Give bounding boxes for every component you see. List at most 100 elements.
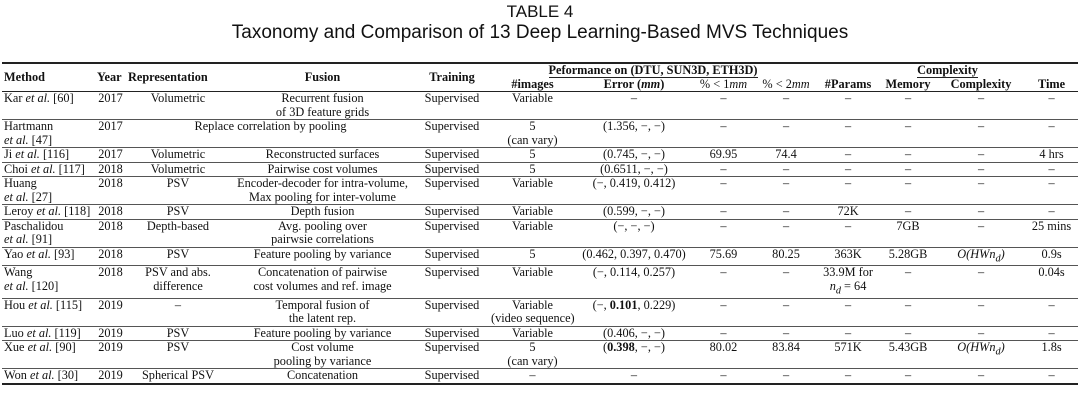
cell-params: –: [817, 298, 880, 327]
cell-lt2: –: [755, 219, 818, 248]
cell-error: (0.406, −, −): [576, 326, 692, 342]
cell-method: Ji et al. [116]: [2, 147, 95, 163]
cell-year: 2019: [95, 326, 126, 342]
cell-params: 363K: [817, 247, 880, 267]
cell-params: 571K: [817, 340, 880, 370]
cell-error: (−, 0.419, 0.412): [576, 176, 692, 205]
header-method: Method: [2, 62, 95, 92]
cell-method: Luo et al. [119]: [2, 326, 95, 342]
cell-lt2: –: [755, 298, 818, 327]
cell-fusion: Replace correlation by pooling: [126, 119, 415, 148]
cell-complexity: –: [937, 368, 1026, 385]
cell-memory: –: [879, 176, 938, 205]
cell-memory: –: [879, 162, 938, 177]
cell-memory: –: [879, 368, 938, 385]
cell-year: 2017: [95, 91, 126, 120]
cell-params: –: [817, 219, 880, 248]
cell-error: (−, 0.114, 0.257): [576, 265, 692, 299]
cell-lt2: –: [755, 176, 818, 205]
cell-memory: –: [879, 91, 938, 120]
cell-error: (0.398, −, −): [576, 340, 692, 370]
cell-images: Variable: [489, 265, 576, 299]
cell-fusion: Depth fusion: [230, 204, 415, 220]
cell-time: 0.04s: [1025, 265, 1079, 299]
cell-complexity: –: [937, 147, 1026, 163]
cell-memory: –: [879, 326, 938, 342]
cell-lt2: 74.4: [755, 147, 818, 163]
cell-fusion: Concatenation: [230, 368, 415, 385]
cell-memory: 5.43GB: [879, 340, 938, 370]
cell-method: Choi et al. [117]: [2, 162, 95, 177]
cell-images: Variable (video sequence): [489, 298, 576, 327]
table-row: Yao et al. [93] 2018 PSV Feature pooling…: [2, 247, 1079, 267]
cell-rep: Volumetric: [126, 162, 230, 177]
cell-images: Variable: [489, 176, 576, 205]
cell-lt2: 83.84: [755, 340, 818, 370]
cell-rep: PSV and abs. difference: [126, 265, 230, 299]
cell-method: Leroy et al. [118]: [2, 204, 95, 220]
cell-fusion: Temporal fusion of the latent rep.: [230, 298, 415, 327]
cell-lt1: 75.69: [692, 247, 755, 267]
cell-lt1: –: [692, 368, 755, 385]
cell-params: –: [817, 326, 880, 342]
cell-lt2: 80.25: [755, 247, 818, 267]
cell-time: –: [1025, 298, 1079, 327]
cell-lt1: –: [692, 326, 755, 342]
cell-memory: –: [879, 119, 938, 148]
cell-time: –: [1025, 368, 1079, 385]
cell-fusion: Feature pooling by variance: [230, 326, 415, 342]
cell-complexity: –: [937, 162, 1026, 177]
cell-training: Supervised: [415, 368, 489, 385]
cell-memory: –: [879, 204, 938, 220]
cell-method: Hou et al. [115]: [2, 298, 95, 327]
cell-training: Supervised: [415, 91, 489, 120]
header-performance-group: Peformance on (DTU, SUN3D, ETH3D): [489, 62, 818, 78]
table-row: Wang et al. [120] 2018 PSV and abs. differ…: [2, 265, 1079, 299]
header-error: Error (mm): [576, 77, 692, 92]
header-row-1: Method Year Representation Fusion Traini…: [2, 62, 1079, 92]
cell-complexity: –: [937, 176, 1026, 205]
cell-images: Variable: [489, 91, 576, 120]
cell-time: 25 mins: [1025, 219, 1079, 248]
cell-method: Won et al. [30]: [2, 368, 95, 385]
table-row: Hou et al. [115] 2019 – Temporal fusion …: [2, 298, 1079, 327]
header-lt1: % < 1mm: [692, 77, 755, 92]
cell-lt2: –: [755, 119, 818, 148]
cell-images: 5: [489, 147, 576, 163]
cell-rep: PSV: [126, 176, 230, 205]
cell-error: (0.745, −, −): [576, 147, 692, 163]
header-images: #images: [489, 77, 576, 92]
cell-method: Hartmann et al. [47]: [2, 119, 95, 148]
cell-year: 2018: [95, 219, 126, 248]
cell-rep: Volumetric: [126, 91, 230, 120]
cell-images: Variable: [489, 204, 576, 220]
cell-time: –: [1025, 326, 1079, 342]
cell-year: 2017: [95, 119, 126, 148]
cell-params: 72K: [817, 204, 880, 220]
cell-params: 33.9M for nd = 64: [817, 265, 880, 299]
cell-error: –: [576, 368, 692, 385]
cell-images: Variable: [489, 326, 576, 342]
cell-error: –: [576, 91, 692, 120]
cell-images: 5: [489, 162, 576, 177]
header-time: Time: [1025, 77, 1079, 92]
cell-year: 2018: [95, 204, 126, 220]
table-row: Huang et al. [27] 2018 PSV Encoder-decode…: [2, 176, 1079, 205]
header-fusion: Fusion: [230, 62, 415, 92]
cell-rep: PSV: [126, 247, 230, 267]
cell-training: Supervised: [415, 340, 489, 370]
cell-fusion: Pairwise cost volumes: [230, 162, 415, 177]
cell-complexity: –: [937, 298, 1026, 327]
table-row: Leroy et al. [118] 2018 PSV Depth fusion…: [2, 204, 1079, 220]
cell-year: 2018: [95, 176, 126, 205]
cell-rep: Spherical PSV: [126, 368, 230, 385]
table-row: Won et al. [30] 2019 Spherical PSV Conca…: [2, 368, 1079, 385]
cell-images: Variable: [489, 219, 576, 248]
cell-params: –: [817, 176, 880, 205]
cell-year: 2018: [95, 162, 126, 177]
cell-params: –: [817, 147, 880, 163]
cell-fusion: Avg. pooling over pairwsie correlations: [230, 219, 415, 248]
cell-lt2: –: [755, 162, 818, 177]
cell-time: –: [1025, 204, 1079, 220]
